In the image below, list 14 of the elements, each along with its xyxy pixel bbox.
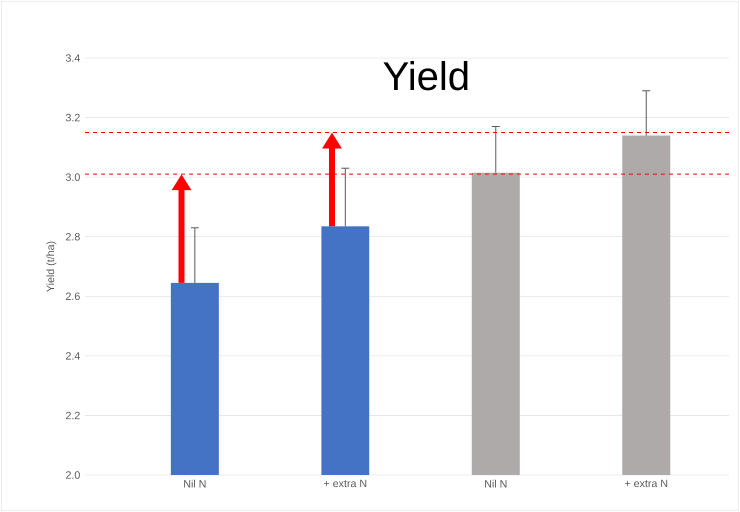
y-tick-label: 2.2 [66,412,80,420]
x-tick-label: + extra N [324,480,366,488]
y-tick-label: 2.4 [66,352,80,360]
y-tick-label: 3.2 [66,114,80,122]
y-tick-label: 2.6 [66,292,80,300]
x-tick-label: Nil N [184,480,206,488]
y-axis-title: Yield (t/ha) [46,242,56,292]
x-tick-label: Nil N [485,480,506,488]
chart-title: Yield [383,60,468,90]
y-tick-label: 2.8 [66,232,80,240]
y-tick-label: 3.0 [66,173,80,181]
y-tick-label: 3.4 [66,54,80,62]
y-tick-label: 2.0 [66,471,80,479]
x-tick-label: + extra N [624,480,668,488]
